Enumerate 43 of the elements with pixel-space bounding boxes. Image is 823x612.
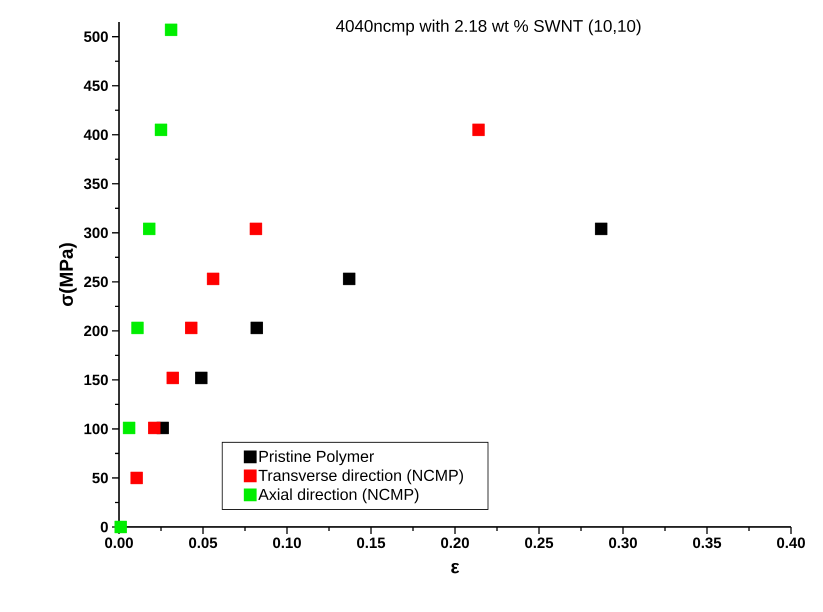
x-tick-label: 0.10 bbox=[273, 538, 301, 548]
x-tick-label: 0.40 bbox=[777, 538, 805, 548]
legend-label: Axial direction (NCMP) bbox=[258, 488, 418, 504]
y-tick-label: 350 bbox=[84, 178, 108, 190]
y-tick-label: 150 bbox=[84, 374, 108, 386]
x-tick-label: 0.05 bbox=[189, 538, 218, 548]
x-tick-label: 0.20 bbox=[441, 538, 469, 548]
chart-title: 4040ncmp with 2.18 wt % SWNT (10,10) bbox=[336, 20, 640, 36]
y-tick-label: 200 bbox=[84, 326, 108, 336]
legend-label: Transverse direction (NCMP) bbox=[258, 469, 463, 484]
point bbox=[342, 272, 356, 286]
point bbox=[250, 322, 263, 334]
point bbox=[185, 322, 198, 334]
point bbox=[472, 124, 485, 136]
y-tick-label: 400 bbox=[84, 129, 108, 140]
x-tick-label: 0.15 bbox=[357, 538, 386, 548]
point bbox=[131, 322, 144, 334]
point bbox=[594, 222, 608, 236]
point bbox=[148, 422, 160, 434]
y-tick-label: 450 bbox=[84, 80, 108, 92]
point bbox=[195, 372, 208, 384]
x-tick-label: 0.00 bbox=[105, 538, 133, 548]
y-axis-title: σ(MPa) bbox=[59, 243, 77, 306]
point bbox=[154, 124, 168, 136]
y-tick-label: 300 bbox=[84, 228, 108, 238]
point bbox=[143, 222, 156, 236]
point bbox=[130, 472, 143, 484]
y-tick-label: 100 bbox=[84, 424, 108, 434]
y-tick-label: 50 bbox=[92, 472, 108, 484]
point bbox=[250, 222, 262, 236]
point bbox=[122, 422, 136, 434]
x-tick-label: 0.35 bbox=[693, 538, 722, 548]
x-tick-label: 0.30 bbox=[609, 538, 637, 548]
x-axis-title: ε bbox=[451, 562, 460, 574]
x-tick-label: 0.25 bbox=[525, 538, 554, 548]
point bbox=[166, 372, 179, 384]
point bbox=[114, 520, 127, 534]
point bbox=[164, 24, 178, 36]
y-tick-label: 500 bbox=[84, 31, 108, 42]
point bbox=[206, 272, 220, 286]
legend-label: Pristine Polymer bbox=[260, 450, 374, 466]
y-tick-label: 250 bbox=[84, 276, 108, 288]
y-tick-label: 0 bbox=[100, 522, 108, 532]
